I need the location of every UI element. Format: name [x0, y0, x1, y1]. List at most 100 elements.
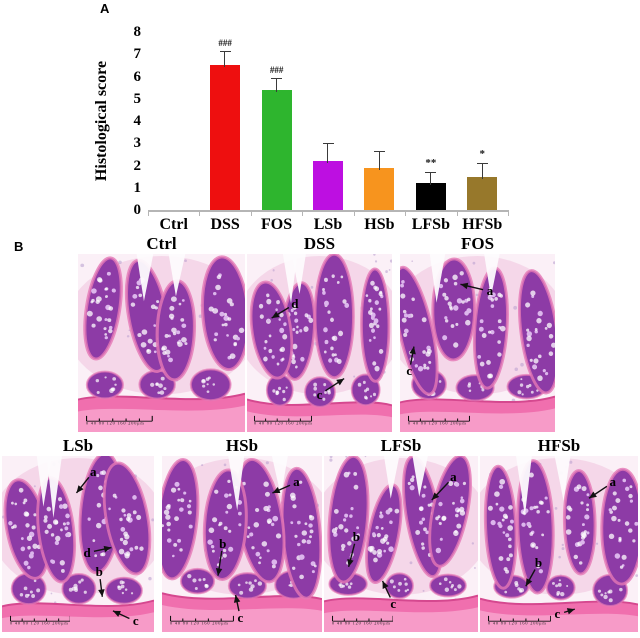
histology-image-ctrl: 0 40 80 120 160 200μm — [78, 254, 245, 432]
histology-tissue-art — [2, 456, 154, 632]
micrograph-title-dss: DSS — [303, 234, 336, 253]
x-tick-label-lsb: LSb — [313, 216, 343, 233]
error-bar-cap — [219, 51, 231, 53]
y-tick-label: 3 — [133, 135, 142, 152]
scale-ruler-icon — [254, 416, 313, 423]
significance-marker-dss: ### — [218, 38, 232, 49]
annotation-letter-b: b — [352, 528, 360, 544]
bar-hfsb — [467, 176, 498, 210]
error-bar-cap — [373, 151, 385, 153]
annotation-letter-c: c — [554, 606, 561, 622]
histology-image-fos: a c 0 40 80 120 160 200μm — [400, 254, 555, 432]
scale-bar: 0 40 80 120 160 200μm — [407, 415, 470, 428]
error-bar-stem — [327, 144, 329, 164]
scale-bar-label: 0 40 80 120 160 200μm — [254, 422, 313, 427]
y-tick-label: 6 — [133, 68, 142, 85]
y-tick-label: 2 — [133, 157, 142, 174]
annotation-letter-d: d — [83, 544, 91, 560]
scale-bar: 0 40 80 120 160 200μm — [331, 615, 394, 628]
annotation-letter-c: c — [406, 363, 413, 379]
annotation-letter-d: d — [291, 295, 299, 311]
annotation-letter-a: a — [486, 283, 494, 299]
scale-bar: 0 40 80 120 160 200μm — [487, 615, 552, 628]
annotation-letter-b: b — [219, 535, 227, 551]
histology-tissue-art — [162, 456, 322, 632]
bar-lsb — [313, 161, 343, 210]
y-tick-label: 8 — [133, 24, 142, 40]
panel-b-label: B — [14, 239, 24, 254]
annotation-letter-c: c — [237, 609, 244, 625]
histology-tissue-art — [400, 254, 555, 432]
histological-score-chart: Histological score 0 1 2 3 4 5 6 7 8 Ctrl ### DSS ##… — [93, 24, 509, 233]
micrograph-title-ctrl: Ctrl — [146, 234, 177, 253]
error-bar-cap — [271, 77, 283, 79]
scale-bar-label: 0 40 80 120 160 200μm — [407, 422, 467, 427]
bar-fos — [261, 89, 292, 210]
annotation-letter-a: a — [89, 463, 97, 479]
x-tick-label-ctrl: Ctrl — [159, 216, 188, 233]
x-tick-label-hfsb: HFSb — [462, 216, 503, 233]
scale-bar-label: 0 40 80 120 160 200μm — [170, 622, 229, 627]
scale-bar: 0 40 80 120 160 200μm — [170, 615, 234, 628]
error-bar-stem — [224, 52, 226, 68]
bar-dss — [210, 65, 241, 210]
bar-lfsb — [415, 183, 446, 210]
scale-ruler-icon — [487, 616, 552, 623]
error-bar-stem — [275, 78, 277, 92]
scale-ruler-icon — [407, 416, 470, 423]
micrograph-ctrl: Ctrl 0 40 80 120 160 200μm — [78, 234, 245, 432]
y-tick-label: 1 — [133, 179, 142, 196]
x-axis-tick — [148, 210, 149, 216]
bar-hsb — [364, 167, 395, 210]
micrograph-title-hsb: HSb — [225, 436, 259, 455]
x-tick-label-lfsb: LFSb — [411, 216, 450, 233]
micrograph-title-fos: FOS — [460, 234, 495, 253]
panel-a-label: A — [100, 1, 110, 16]
y-tick-label: 7 — [133, 46, 142, 63]
scale-bar-label: 0 40 80 120 160 200μm — [9, 622, 69, 627]
y-tick-label: 0 — [133, 202, 142, 218]
x-axis-tick — [302, 210, 304, 216]
scale-ruler-icon — [170, 616, 234, 623]
micrograph-hfsb: HFSb a b c 0 40 80 120 160 200μm — [480, 437, 638, 632]
micrograph-hsb: HSb a b c 0 40 80 120 160 200μm — [162, 436, 322, 632]
micrograph-dss: DSS d c 0 40 80 120 160 200μm — [247, 234, 392, 432]
x-axis-tick — [250, 210, 252, 216]
histology-tissue-art — [78, 254, 245, 432]
histology-tissue-art — [247, 254, 392, 432]
micrograph-title-lsb: LSb — [62, 436, 94, 455]
y-tick-label: 4 — [133, 113, 142, 129]
x-axis-tick — [199, 210, 201, 216]
error-bar-stem — [430, 173, 432, 186]
significance-marker-lfsb: ** — [425, 157, 437, 170]
micrograph-fos: FOS a c 0 40 80 120 160 200μm — [400, 234, 555, 432]
x-tick-label-dss: DSS — [210, 216, 240, 233]
x-axis-tick — [405, 210, 407, 216]
annotation-letter-c: c — [390, 595, 397, 611]
scale-bar-label: 0 40 80 120 160 200μm — [487, 622, 547, 627]
scale-bar-label: 0 40 80 120 160 200μm — [86, 422, 145, 427]
annotation-letter-c: c — [132, 613, 139, 629]
scale-ruler-icon — [9, 616, 71, 623]
histology-image-hfsb: a b c 0 40 80 120 160 200μm — [480, 456, 638, 632]
annotation-letter-b: b — [95, 564, 103, 580]
x-axis-tick — [456, 210, 458, 216]
scale-bar-label: 0 40 80 120 160 200μm — [331, 622, 391, 627]
significance-marker-hfsb: * — [479, 148, 486, 161]
error-bar-stem — [378, 152, 380, 170]
y-tick-label: 5 — [133, 90, 142, 107]
scale-bar: 0 40 80 120 160 200μm — [254, 415, 313, 428]
error-bar-cap — [476, 163, 488, 165]
x-tick-label-hsb: HSb — [364, 216, 395, 233]
y-axis-label: Histological score — [93, 60, 110, 182]
scale-bar: 0 40 80 120 160 200μm — [86, 415, 154, 428]
annotation-letter-a: a — [609, 474, 616, 490]
error-bar-cap — [425, 172, 437, 174]
annotation-letter-c: c — [316, 386, 323, 402]
annotation-letter-a: a — [293, 474, 300, 490]
annotation-letter-a: a — [450, 468, 457, 484]
histology-image-lfsb: a b c 0 40 80 120 160 200μm — [324, 456, 478, 632]
x-axis-tick — [508, 210, 509, 216]
